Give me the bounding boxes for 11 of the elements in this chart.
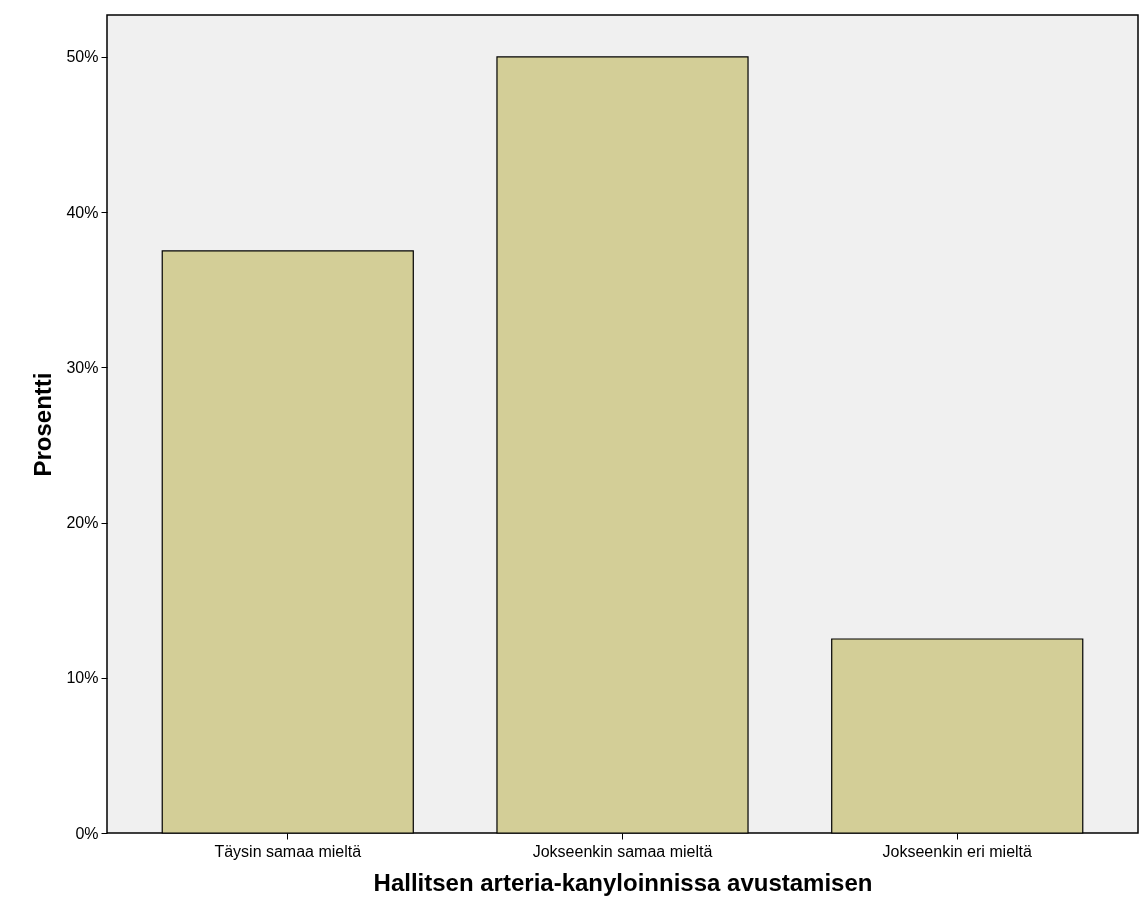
y-tick-label: 0%: [75, 824, 99, 842]
y-tick-label: 30%: [66, 358, 99, 376]
x-tick-label: Jokseenkin samaa mieltä: [532, 842, 713, 860]
y-tick-label: 50%: [66, 48, 99, 66]
x-tick-label: Täysin samaa mieltä: [214, 842, 362, 860]
x-axis-title: Hallitsen arteria-kanyloinnissa avustamisen: [373, 868, 873, 896]
y-axis-title: Prosentti: [29, 372, 57, 477]
x-tick-label: Jokseenkin eri mieltä: [882, 842, 1033, 860]
y-tick-label: 40%: [66, 203, 99, 221]
y-tick-label: 10%: [66, 669, 99, 687]
y-tick-label: 20%: [66, 514, 99, 532]
